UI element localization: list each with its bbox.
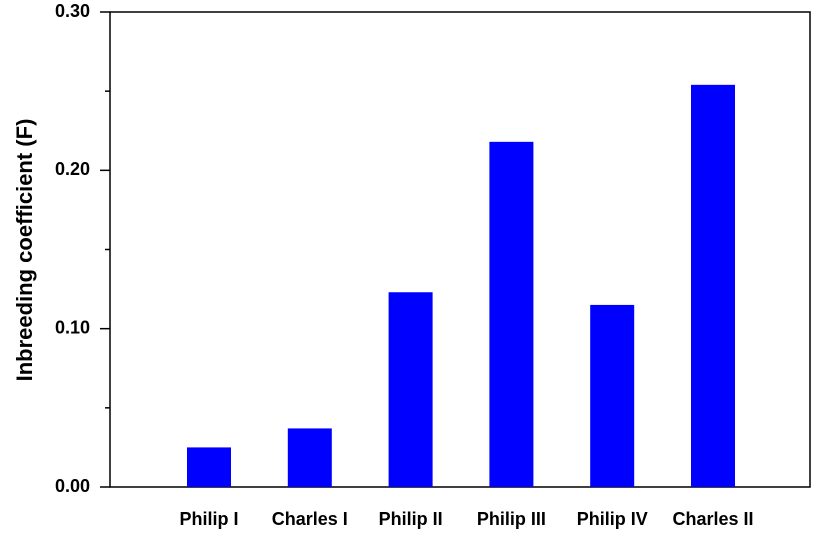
x-tick-label: Philip II bbox=[379, 509, 443, 529]
x-tick-label: Charles I bbox=[272, 509, 348, 529]
bar bbox=[287, 428, 332, 487]
bar bbox=[388, 292, 433, 487]
y-tick-label: 0.00 bbox=[55, 476, 90, 496]
x-tick-label: Charles II bbox=[672, 509, 753, 529]
bar bbox=[489, 141, 534, 488]
y-tick-label: 0.20 bbox=[55, 159, 90, 179]
bar bbox=[691, 84, 735, 487]
y-tick-label: 0.10 bbox=[55, 317, 90, 337]
bar bbox=[187, 447, 231, 487]
bar bbox=[590, 304, 635, 487]
x-tick-label: Philip III bbox=[477, 509, 546, 529]
y-tick-label: 0.30 bbox=[55, 1, 90, 21]
x-tick-label: Philip IV bbox=[577, 509, 648, 529]
y-axis-label: Inbreeding coefficient (F) bbox=[12, 119, 37, 382]
x-tick-label: Philip I bbox=[179, 509, 238, 529]
